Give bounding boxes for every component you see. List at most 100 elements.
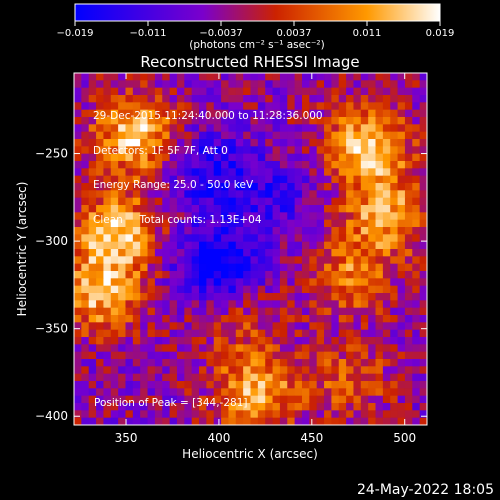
heatmap-cell [162,117,170,125]
heatmap-cell [140,175,148,184]
heatmap-cell [228,249,237,257]
heatmap-cell [375,168,384,177]
heatmap-cell [360,344,369,353]
heatmap-cell [397,80,406,89]
heatmap-cell [118,373,126,382]
heatmap-cell [397,190,406,199]
heatmap-cell [346,381,354,389]
heatmap-cell [257,175,266,184]
heatmap-cell [228,190,237,199]
heatmap-cell [375,351,384,360]
heatmap-cell [96,410,104,419]
heatmap-cell [404,263,413,272]
heatmap-cell [103,256,112,265]
heatmap-cell [81,373,90,382]
heatmap-cell [346,80,354,89]
heatmap-cell [390,271,398,279]
heatmap-cell [154,139,163,147]
heatmap-cell [360,403,369,411]
heatmap-cell [331,395,340,404]
heatmap-cell [169,124,178,133]
heatmap-cell [412,168,421,177]
heatmap-cell [199,168,207,177]
heatmap-cell [346,359,354,367]
heatmap-cell [353,131,362,140]
heatmap-cell [412,117,421,125]
heatmap-cell [243,388,251,397]
heatmap-cell [316,249,325,257]
heatmap-cell [404,95,413,103]
heatmap-cell [279,183,288,191]
heatmap-cell [316,271,325,279]
heatmap-cell [419,337,428,345]
heatmap-cell [257,117,266,125]
heatmap-cell [235,256,244,265]
heatmap-cell [390,263,398,272]
heatmap-cell [118,227,126,235]
heatmap-cell [265,219,273,228]
heatmap-cell [199,351,207,360]
heatmap-cell [206,285,215,294]
heatmap-cell [375,417,384,426]
heatmap-cell [206,175,215,184]
heatmap-cell [88,117,97,125]
heatmap-cell [88,139,97,147]
heatmap-cell [162,329,170,338]
heatmap-cell [375,263,384,272]
heatmap-cell [294,190,303,199]
heatmap-cell [213,344,222,353]
heatmap-cell [140,322,148,331]
heatmap-cell [221,95,229,103]
heatmap-cell [243,117,251,125]
heatmap-cell [228,351,237,360]
heatmap-cell [118,197,126,206]
heatmap-cell [279,256,288,265]
heatmap-cell [96,131,104,140]
heatmap-cell [110,300,119,309]
heatmap-cell [390,205,398,213]
heatmap-cell [110,73,119,81]
heatmap-cell [125,131,134,140]
heatmap-cell [74,234,82,243]
heatmap-cell [213,271,222,279]
heatmap-cell [419,417,428,426]
heatmap-cell [103,249,112,257]
heatmap-cell [243,102,251,111]
heatmap-cell [257,381,266,389]
heatmap-cell [250,417,259,426]
heatmap-cell [419,307,428,316]
heatmap-cell [353,183,362,191]
heatmap-cell [316,219,325,228]
heatmap-cell [74,263,82,272]
heatmap-cell [404,190,413,199]
heatmap-cell [154,344,163,353]
heatmap-cell [412,87,421,96]
heatmap-cell [199,131,207,140]
heatmap-cell [404,337,413,345]
heatmap-cell [257,109,266,118]
heatmap-cell [265,315,273,323]
heatmap-cell [74,183,82,191]
heatmap-cell [125,161,134,169]
heatmap-cell [176,139,185,147]
heatmap-cell [309,146,318,155]
heatmap-cell [324,351,332,360]
heatmap-cell [88,212,97,221]
heatmap-cell [140,300,148,309]
heatmap-cell [199,278,207,287]
heatmap-cell [154,212,163,221]
heatmap-cell [419,197,428,206]
heatmap-cell [96,95,104,103]
heatmap-cell [301,293,310,301]
heatmap-cell [74,373,82,382]
heatmap-cell [206,395,215,404]
heatmap-cell [279,293,288,301]
heatmap-cell [162,146,170,155]
heatmap-cell [250,117,259,125]
heatmap-cell [243,315,251,323]
heatmap-cell [235,109,244,118]
heatmap-cell [199,403,207,411]
heatmap-cell [419,117,428,125]
heatmap-cell [81,175,90,184]
heatmap-cell [110,234,119,243]
